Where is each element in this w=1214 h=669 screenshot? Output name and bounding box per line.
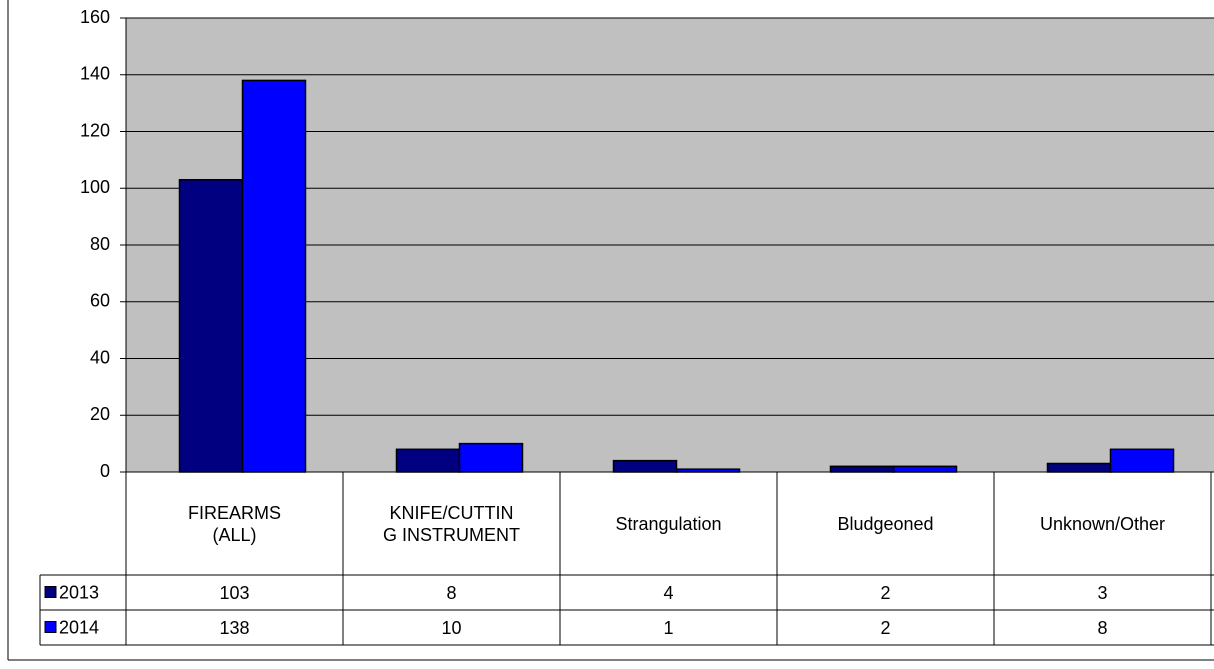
bar [1046,462,1112,473]
y-tick-label: 0 [100,461,110,481]
y-tick-label: 60 [90,291,110,311]
table-value: 103 [219,582,250,603]
y-tick-label: 40 [90,347,110,367]
category-label: Strangulation [615,513,722,534]
category-label: FIREARMS (ALL) [187,502,281,545]
legend-swatch [44,586,57,598]
table-value: 2 [880,582,891,603]
category-label: KNIFE/CUTTING INSTRUMENT [383,502,520,545]
category-label: Bludgeoned [837,513,934,534]
table-value: 8 [1097,617,1108,638]
y-tick-label: 120 [80,120,110,140]
bar [612,459,678,473]
y-tick-label: 100 [80,177,110,197]
y-tick-label: 80 [90,234,110,254]
y-tick-label: 20 [90,404,110,424]
legend-label: 2014 [59,617,99,637]
table-value: 2 [880,617,891,638]
bar [178,178,244,473]
y-tick-label: 140 [80,64,110,84]
bar [458,442,524,473]
legend-label: 2013 [59,582,99,602]
bar [241,79,307,473]
table-value: 3 [1097,582,1108,603]
table-value: 1 [663,617,674,638]
bar [395,448,461,473]
bar [1109,448,1175,473]
table-value: 10 [441,617,462,638]
table-value: 4 [663,582,674,603]
y-tick-label: 160 [80,7,110,27]
table-value: 8 [446,582,457,603]
category-label: Unknown/Other [1039,513,1166,534]
legend-swatch [44,621,57,633]
table-value: 138 [219,617,250,638]
